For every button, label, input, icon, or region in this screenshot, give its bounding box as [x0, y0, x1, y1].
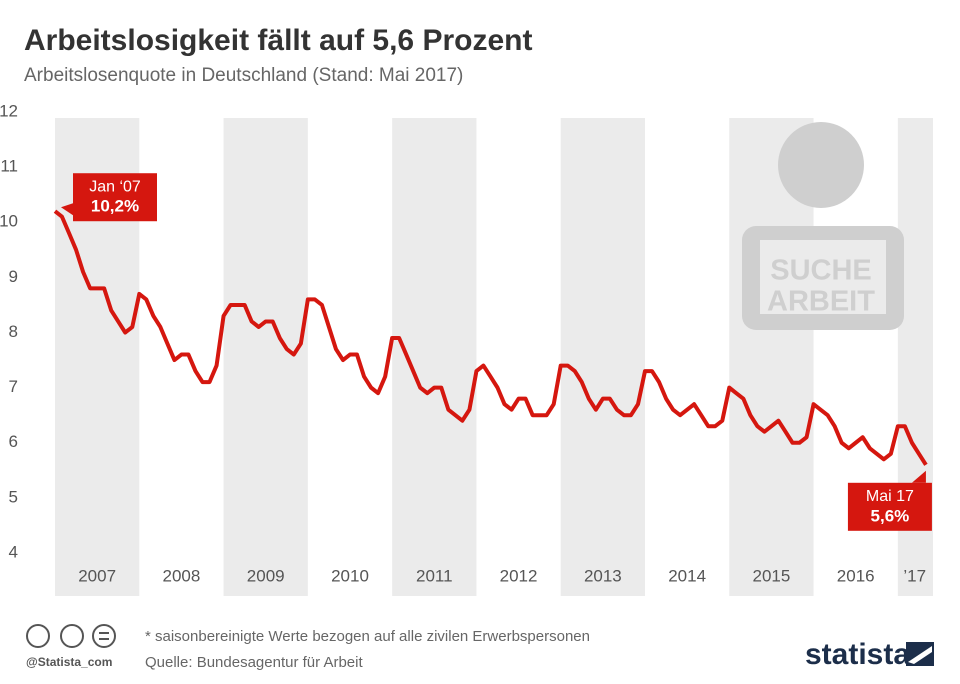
credit: @Statista_com: [26, 655, 112, 669]
callout-date: Jan ‘07: [89, 178, 141, 195]
x-tick-label: 2011: [416, 566, 453, 585]
y-tick-label: 8: [9, 322, 18, 341]
plot: 4 5 6 7 8 9 10 11 12 2007 2008 2009 2010 2011 2012 2013…: [0, 101, 932, 585]
x-tick-label: 2010: [331, 566, 369, 585]
illustration: SUCHE ARBEIT: [742, 122, 904, 330]
x-tick-label: 2013: [584, 566, 622, 585]
source: Quelle: Bundesagentur für Arbeit: [145, 654, 363, 671]
year-bands: [55, 118, 933, 596]
callout: Jan ‘07 10,2%: [61, 173, 157, 222]
year-band: [392, 118, 477, 596]
x-tick-label: 2007: [78, 566, 116, 585]
year-band: [223, 118, 308, 596]
chart-subtitle: Arbeitslosenquote in Deutschland (Stand:…: [24, 65, 463, 86]
y-tick-label: 6: [9, 432, 18, 451]
y-tick-label: 10: [0, 212, 18, 231]
callout-pointer: [911, 470, 926, 483]
x-tick-label: 2009: [247, 566, 285, 585]
icon-text: ARBEIT: [767, 286, 875, 318]
by-icon: [60, 624, 84, 648]
callout-box: [847, 482, 932, 531]
x-tick-label: 2016: [837, 566, 875, 585]
y-tick-label: 9: [9, 267, 18, 286]
chart-title: Arbeitslosigkeit fällt auf 5,6 Prozent: [24, 24, 532, 57]
data-label: 10,2%: [91, 197, 139, 216]
callout-pointer: [61, 203, 73, 216]
y-tick-label: 4: [9, 542, 18, 561]
callout: Mai 175,6%: [847, 470, 932, 531]
brand: statista: [805, 638, 910, 671]
footnote: * saisonbereinigte Werte bezogen auf all…: [145, 628, 590, 645]
icon-text: SUCHE: [770, 255, 872, 287]
x-tick-label: 2008: [163, 566, 201, 585]
data-label: 5,6%: [871, 506, 910, 525]
x-tick-label: 2012: [500, 566, 538, 585]
nd-icon: [92, 624, 116, 648]
cc-icon: [26, 624, 50, 648]
year-band: [560, 118, 645, 596]
y-tick-label: 12: [0, 101, 18, 120]
line: [53, 209, 928, 466]
icon-sign-inner: [760, 240, 886, 314]
footer: @Statista_com * saisonbereinigte Werte b…: [26, 624, 934, 671]
brand-icon-stripe: [908, 646, 932, 664]
x-tick-label: 2015: [753, 566, 791, 585]
y-tick-label: 11: [0, 157, 18, 176]
y-tick-label: 5: [9, 487, 18, 506]
callout-box: [73, 173, 157, 222]
x-tick-label: ’17: [903, 566, 926, 585]
icon-head: [778, 122, 864, 208]
callout-date: Mai 17: [866, 488, 914, 505]
x-tick-label: 2014: [668, 566, 706, 585]
y-tick-label: 7: [9, 377, 18, 396]
